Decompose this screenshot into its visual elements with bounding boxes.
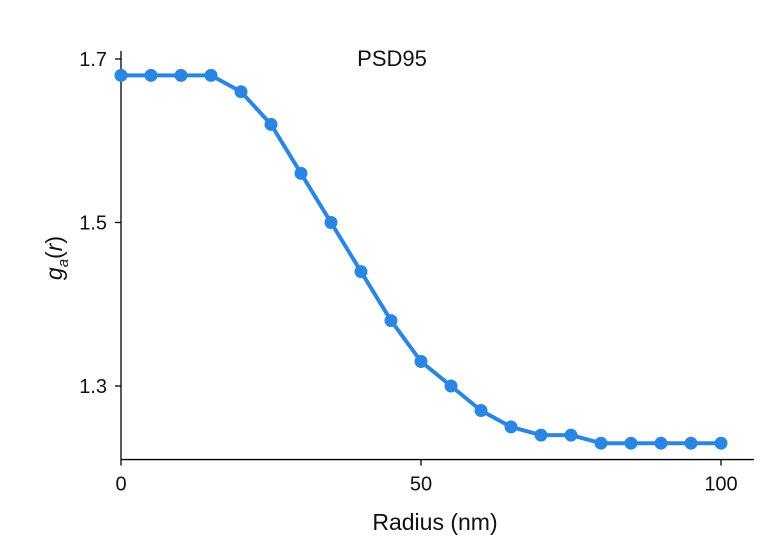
data-point	[234, 85, 248, 99]
y-axis-title-close-paren: )	[41, 236, 67, 244]
data-point	[594, 436, 608, 450]
x-axis-title: Radius (nm)	[372, 509, 497, 535]
y-tick-label: 1.5	[79, 213, 107, 235]
data-point	[654, 436, 668, 450]
y-axis-title: ga(r)	[41, 236, 72, 280]
data-point	[504, 420, 518, 434]
y-tick-label: 1.3	[79, 376, 107, 398]
data-point	[264, 117, 278, 131]
x-tick-label: 100	[704, 474, 737, 496]
y-axis-title-subscript: a	[55, 259, 72, 267]
data-point	[624, 436, 638, 450]
data-point	[714, 436, 728, 450]
data-point	[474, 404, 488, 417]
y-axis-title-variable: r	[41, 242, 67, 251]
data-point	[384, 314, 398, 328]
y-tick-label: 1.7	[79, 49, 107, 71]
data-point	[324, 216, 338, 229]
x-tick-label: 50	[410, 474, 432, 496]
series	[114, 68, 728, 450]
data-point	[204, 68, 218, 82]
y-axis-title-main: g	[41, 267, 67, 280]
y-axis-title-open-paren: (	[41, 251, 67, 259]
ticks: 1.3 1.5 1.7 0 50 100	[79, 49, 738, 496]
data-point	[444, 379, 458, 393]
axes	[120, 50, 754, 461]
series-line	[121, 73, 721, 446]
data-point	[414, 355, 428, 368]
data-point	[564, 428, 578, 442]
data-point	[174, 68, 188, 82]
data-point	[534, 428, 548, 442]
data-point	[114, 68, 128, 82]
x-tick-label: 0	[115, 474, 126, 496]
chart-title: PSD95	[357, 46, 427, 71]
data-point	[144, 68, 158, 82]
data-point	[354, 265, 368, 279]
data-point	[684, 436, 698, 450]
data-point	[294, 166, 308, 180]
